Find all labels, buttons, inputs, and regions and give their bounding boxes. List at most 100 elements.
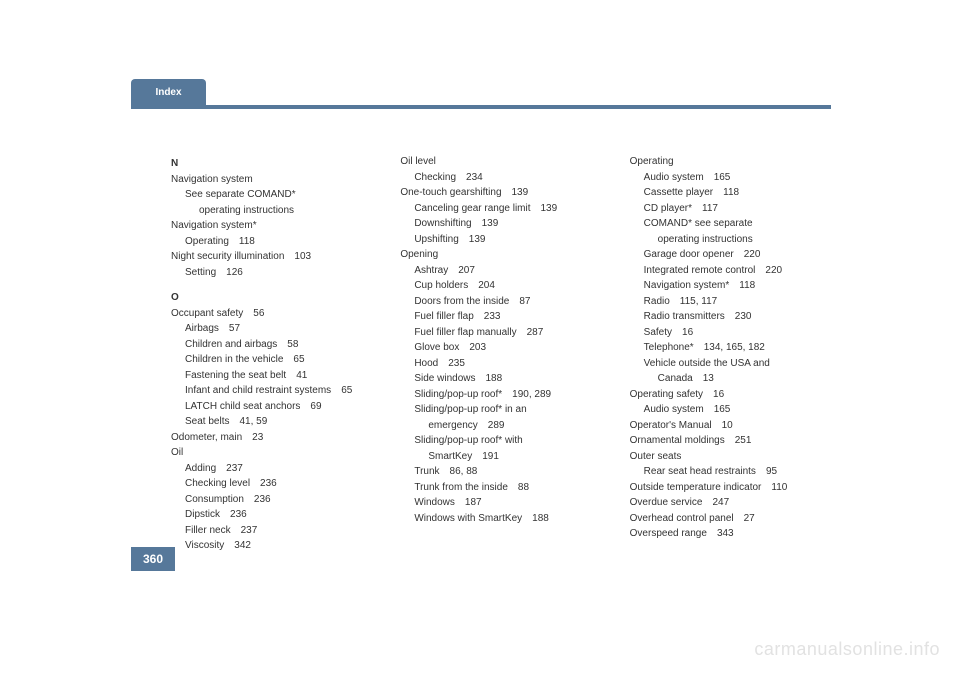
index-letter-heading: N bbox=[171, 156, 372, 172]
index-entry-text: Viscosity bbox=[185, 540, 224, 551]
index-column-3: OperatingAudio system165Cassette player1… bbox=[630, 154, 831, 554]
index-entry: Integrated remote control220 bbox=[630, 263, 831, 279]
index-page-ref: 220 bbox=[765, 265, 782, 276]
watermark-text: carmanualsonline.info bbox=[754, 639, 940, 660]
index-entry: SmartKey 191 bbox=[400, 449, 601, 465]
index-page-ref: 134, 165, 182 bbox=[704, 342, 765, 353]
index-entry-text: Operating safety bbox=[630, 389, 703, 400]
index-entry-text: Canceling gear range limit bbox=[414, 203, 530, 214]
index-page-ref: 16 bbox=[713, 389, 724, 400]
index-entry: Operator's Manual10 bbox=[630, 418, 831, 434]
spacer bbox=[171, 280, 372, 288]
index-page-ref: 56 bbox=[253, 308, 264, 319]
index-page-ref: 235 bbox=[448, 358, 465, 369]
index-entry-text: Overhead control panel bbox=[630, 513, 734, 524]
index-page-ref: 65 bbox=[293, 354, 304, 365]
index-entry: Oil bbox=[171, 445, 372, 461]
index-page-ref: 41, 59 bbox=[239, 416, 267, 427]
index-entry-text: Radio bbox=[644, 296, 670, 307]
index-entry-text: Side windows bbox=[414, 373, 475, 384]
index-entry-text: Overdue service bbox=[630, 497, 703, 508]
index-page-ref: 139 bbox=[512, 187, 529, 198]
index-entry-text: Consumption bbox=[185, 494, 244, 505]
index-entry: Trunk86, 88 bbox=[400, 464, 601, 480]
index-page-ref: 237 bbox=[241, 525, 258, 536]
header-tab: Index bbox=[131, 79, 206, 105]
index-entry-text: Seat belts bbox=[185, 416, 229, 427]
index-entry: Upshifting139 bbox=[400, 232, 601, 248]
index-page-ref: 230 bbox=[735, 311, 752, 322]
index-entry: Occupant safety 56 bbox=[171, 306, 372, 322]
index-entry-text: Downshifting bbox=[414, 218, 471, 229]
index-entry-text: Infant and child restraint systems bbox=[185, 385, 331, 396]
index-page-ref: 236 bbox=[260, 478, 277, 489]
index-entry: Oil level bbox=[400, 154, 601, 170]
index-page-ref: 287 bbox=[527, 327, 544, 338]
index-page-ref: 110 bbox=[771, 482, 787, 493]
index-entry-text: Night security illumination bbox=[171, 251, 284, 262]
index-entry-text: Fuel filler flap manually bbox=[414, 327, 516, 338]
index-entry: Checking 234 bbox=[400, 170, 601, 186]
index-entry-text: operating instructions bbox=[199, 205, 294, 216]
index-entry-text: Telephone* bbox=[644, 342, 694, 353]
index-entry: Overspeed range343 bbox=[630, 526, 831, 542]
index-entry: Dipstick 236 bbox=[171, 507, 372, 523]
index-entry: Rear seat head restraints95 bbox=[630, 464, 831, 480]
index-entry: Outside temperature indicator110 bbox=[630, 480, 831, 496]
index-entry-text: Navigation system bbox=[171, 174, 253, 185]
index-page-ref: 203 bbox=[469, 342, 486, 353]
index-entry: Side windows188 bbox=[400, 371, 601, 387]
index-column-1: N Navigation system See separate COMAND* op… bbox=[171, 154, 372, 554]
index-entry-text: Checking bbox=[414, 172, 456, 183]
index-entry: Fastening the seat belt41 bbox=[171, 368, 372, 384]
index-entry-text: Overspeed range bbox=[630, 528, 707, 539]
index-entry-text: Oil level bbox=[400, 156, 436, 167]
index-page-ref: 126 bbox=[226, 267, 243, 278]
index-entry-text: Navigation system* bbox=[644, 280, 730, 291]
index-page-ref: 191 bbox=[482, 451, 499, 462]
index-page-ref: 342 bbox=[234, 540, 251, 551]
index-entry-text: Operating bbox=[630, 156, 674, 167]
index-entry-text: CD player* bbox=[644, 203, 692, 214]
index-entry-text: Filler neck bbox=[185, 525, 231, 536]
index-entry: Sliding/pop-up roof* in an bbox=[400, 402, 601, 418]
index-entry-text: See separate COMAND* bbox=[185, 189, 296, 200]
index-page-ref: 234 bbox=[466, 172, 483, 183]
index-page-ref: 187 bbox=[465, 497, 482, 508]
index-entry: Audio system165 bbox=[630, 402, 831, 418]
index-entry-text: operating instructions bbox=[658, 234, 753, 245]
index-page-ref: 118 bbox=[739, 280, 755, 291]
index-page-ref: 251 bbox=[735, 435, 752, 446]
index-entry-text: Children in the vehicle bbox=[185, 354, 283, 365]
index-entry: emergency289 bbox=[400, 418, 601, 434]
index-entry-text: Operator's Manual bbox=[630, 420, 712, 431]
index-entry: Opening bbox=[400, 247, 601, 263]
index-entry-text: Dipstick bbox=[185, 509, 220, 520]
index-entry-text: COMAND* see separate bbox=[644, 218, 753, 229]
index-entry: Operating bbox=[630, 154, 831, 170]
index-page-ref: 115, 117 bbox=[680, 296, 717, 307]
index-page-ref: 165 bbox=[714, 404, 731, 415]
index-page-ref: 139 bbox=[541, 203, 558, 214]
index-page-ref: 58 bbox=[287, 339, 298, 350]
index-entry-text: Cup holders bbox=[414, 280, 468, 291]
index-entry: Airbags57 bbox=[171, 321, 372, 337]
index-page-ref: 23 bbox=[252, 432, 263, 443]
index-entry-text: Odometer, main bbox=[171, 432, 242, 443]
index-entry-text: Fuel filler flap bbox=[414, 311, 473, 322]
index-page-ref: 118 bbox=[239, 236, 255, 247]
index-entry-text: SmartKey bbox=[428, 451, 472, 462]
index-entry: Overdue service247 bbox=[630, 495, 831, 511]
index-page-ref: 190, 289 bbox=[512, 389, 551, 400]
index-entry: Cup holders204 bbox=[400, 278, 601, 294]
index-entry-text: Occupant safety bbox=[171, 308, 243, 319]
index-page-ref: 117 bbox=[702, 203, 718, 214]
index-entry-text: Cassette player bbox=[644, 187, 713, 198]
index-entry-text: Fastening the seat belt bbox=[185, 370, 286, 381]
index-entry: Odometer, main 23 bbox=[171, 430, 372, 446]
index-entry-text: Audio system bbox=[644, 172, 704, 183]
index-entry: CD player* 117 bbox=[630, 201, 831, 217]
index-page-ref: 236 bbox=[230, 509, 247, 520]
index-entry-text: Oil bbox=[171, 447, 183, 458]
page-number: 360 bbox=[131, 547, 175, 571]
